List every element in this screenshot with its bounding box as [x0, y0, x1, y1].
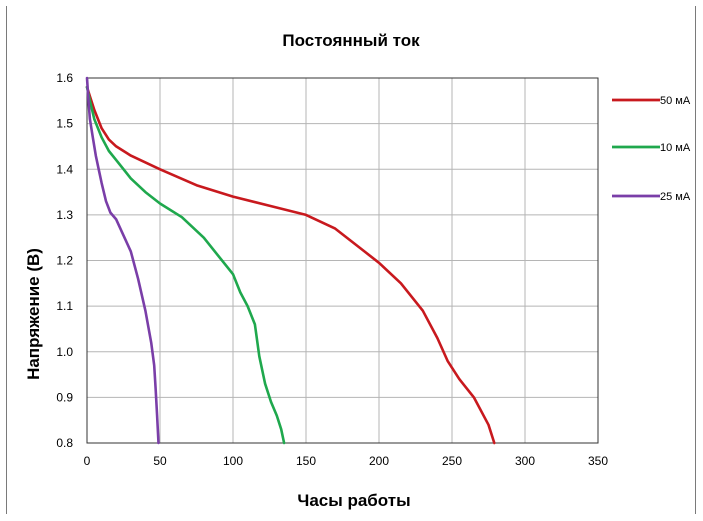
legend-label: 25 мА [660, 191, 691, 203]
x-tick-labels: 0 50 100 150 200 250 300 350 [84, 454, 609, 468]
y-tick-label: 1.2 [56, 254, 73, 268]
series-line-3 [85, 76, 160, 445]
x-tick-label: 350 [588, 454, 608, 468]
y-tick-labels: 0.8 0.9 1.0 1.1 1.2 1.3 1.4 1.5 1.6 [56, 71, 73, 450]
x-tick-label: 100 [223, 454, 243, 468]
x-tick-label: 200 [369, 454, 389, 468]
series-lines [85, 76, 496, 445]
x-tick-label: 300 [515, 454, 535, 468]
y-tick-label: 1.3 [56, 208, 73, 222]
y-tick-label: 0.8 [56, 436, 73, 450]
plot-area [86, 77, 599, 444]
chart-frame [6, 6, 696, 514]
x-axis-title: Часы работы [297, 491, 410, 510]
y-tick-label: 1.6 [56, 71, 73, 85]
y-tick-label: 1.5 [56, 117, 73, 131]
grid [86, 77, 599, 444]
series-line-2 [85, 85, 286, 445]
y-tick-label: 0.9 [56, 390, 73, 404]
x-tick-label: 0 [84, 454, 91, 468]
legend-label: 10 мА [660, 142, 691, 154]
y-tick-label: 1.1 [56, 299, 73, 313]
x-tick-label: 50 [153, 454, 167, 468]
chart-title: Постоянный ток [282, 31, 420, 50]
series-line-1 [85, 85, 496, 445]
legend-label: 50 мА [660, 95, 691, 107]
x-tick-label: 250 [442, 454, 462, 468]
y-tick-label: 1.4 [56, 162, 73, 176]
x-tick-label: 150 [296, 454, 316, 468]
y-axis-title: Напряжение (В) [24, 248, 43, 380]
y-tick-label: 1.0 [56, 345, 73, 359]
legend: 50 мА 10 мА 25 мА [612, 95, 691, 203]
